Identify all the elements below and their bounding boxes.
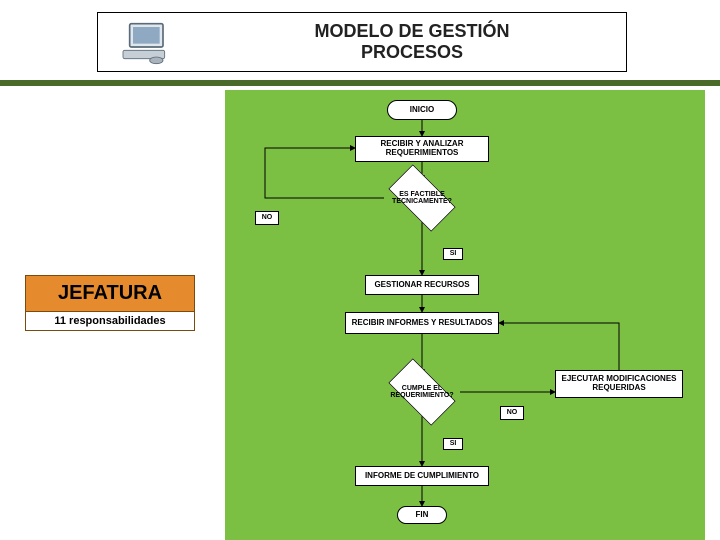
node-informe: INFORME DE CUMPLIMIENTO (355, 466, 489, 486)
title-line-1: MODELO DE GESTIÓN (198, 21, 626, 42)
computer-icon (98, 13, 198, 71)
side-subtitle: 11 responsabilidades (25, 312, 195, 331)
node-si1: SI (443, 248, 463, 260)
header-rule (0, 80, 720, 86)
node-si2: SI (443, 438, 463, 450)
node-gestionar: GESTIONAR RECURSOS (365, 275, 479, 295)
node-informes: RECIBIR INFORMES Y RESULTADOS (345, 312, 499, 334)
page-title: MODELO DE GESTIÓN PROCESOS (198, 21, 626, 63)
node-ejecutar: EJECUTAR MODIFICACIONES REQUERIDAS (555, 370, 683, 398)
title-line-2: PROCESOS (198, 42, 626, 63)
flowchart: INICIO RECIBIR Y ANALIZAR REQUERIMIENTOS E… (225, 90, 705, 540)
node-cumple: CUMPLE EL REQUERIMIENTO? (380, 368, 464, 416)
side-title: JEFATURA (25, 275, 195, 312)
node-factible: ES FACTIBLE TECNICAMENTE? (380, 174, 464, 222)
node-recibir: RECIBIR Y ANALIZAR REQUERIMIENTOS (355, 136, 489, 162)
node-inicio: INICIO (387, 100, 457, 120)
side-callout: JEFATURA 11 responsabilidades (25, 275, 195, 331)
header: MODELO DE GESTIÓN PROCESOS (97, 12, 627, 72)
node-no2: NO (500, 406, 524, 420)
node-fin: FIN (397, 506, 447, 524)
node-no1: NO (255, 211, 279, 225)
